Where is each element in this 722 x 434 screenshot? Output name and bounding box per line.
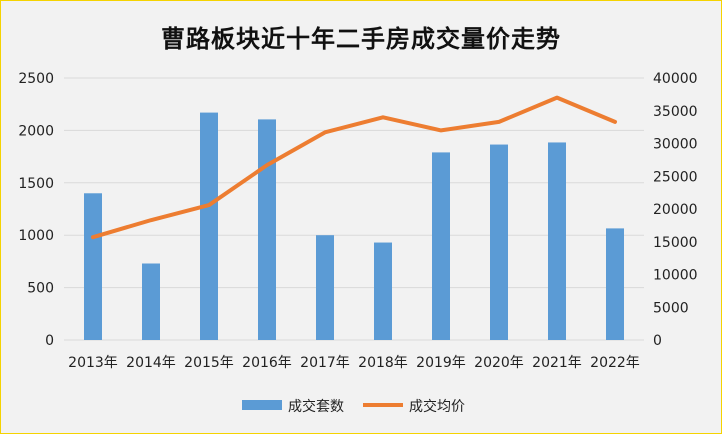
bar bbox=[316, 235, 334, 340]
y-left-tick-label: 1500 bbox=[18, 176, 54, 192]
x-tick-label: 2018年 bbox=[358, 355, 408, 371]
bar bbox=[374, 242, 392, 340]
x-tick-label: 2021年 bbox=[532, 355, 582, 371]
x-tick-label: 2022年 bbox=[590, 355, 640, 371]
bar bbox=[142, 263, 160, 340]
bar bbox=[200, 112, 218, 340]
y-left-tick-label: 2500 bbox=[18, 71, 54, 87]
bar bbox=[258, 119, 276, 341]
y-right-tick-label: 15000 bbox=[653, 235, 698, 251]
legend-bar-swatch bbox=[242, 400, 282, 410]
y-right-tick-label: 20000 bbox=[653, 202, 698, 218]
y-right-tick-label: 40000 bbox=[653, 71, 698, 87]
bar bbox=[432, 152, 450, 340]
y-left-tick-label: 500 bbox=[27, 281, 54, 297]
y-right-tick-label: 10000 bbox=[653, 268, 698, 284]
x-tick-label: 2015年 bbox=[184, 355, 234, 371]
x-tick-label: 2014年 bbox=[126, 355, 176, 371]
legend-line-label: 成交均价 bbox=[409, 398, 465, 415]
y-right-tick-label: 30000 bbox=[653, 137, 698, 153]
line-series bbox=[91, 95, 617, 240]
x-tick-label: 2017年 bbox=[300, 355, 350, 371]
bar bbox=[490, 144, 508, 340]
y-left-tick-label: 0 bbox=[45, 333, 54, 349]
y-left-tick-label: 1000 bbox=[18, 228, 54, 244]
x-tick-label: 2020年 bbox=[474, 355, 524, 371]
bar bbox=[84, 193, 102, 340]
y-right-tick-label: 0 bbox=[653, 333, 662, 349]
chart-title: 曹路板块近十年二手房成交量价走势 bbox=[161, 24, 561, 53]
x-tick-label: 2019年 bbox=[416, 355, 466, 371]
x-tick-label: 2016年 bbox=[242, 355, 292, 371]
x-tick-label: 2013年 bbox=[68, 355, 118, 371]
legend-bar-label: 成交套数 bbox=[288, 398, 344, 415]
y-right-tick-label: 35000 bbox=[653, 104, 698, 120]
bar bbox=[606, 228, 624, 340]
y-right-tick-label: 25000 bbox=[653, 169, 698, 185]
y-right-tick-label: 5000 bbox=[653, 300, 689, 316]
bar bbox=[548, 142, 566, 340]
y-left-tick-label: 2000 bbox=[18, 123, 54, 139]
